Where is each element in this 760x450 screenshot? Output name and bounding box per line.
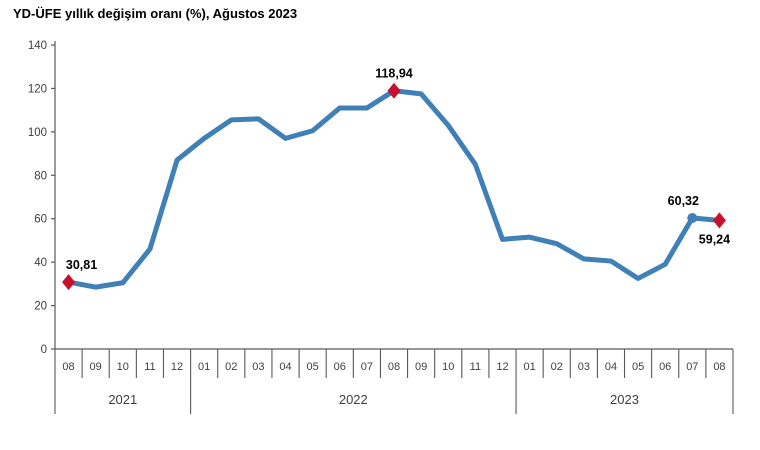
month-label: 04 xyxy=(279,361,291,373)
month-label: 12 xyxy=(496,361,508,373)
month-label: 09 xyxy=(90,361,102,373)
y-tick-label: 120 xyxy=(28,83,47,95)
chart-title: YD-ÜFE yıllık değişim oranı (%), Ağustos… xyxy=(13,6,298,21)
data-label: 59,24 xyxy=(699,232,730,246)
month-label: 07 xyxy=(686,361,698,373)
month-label: 08 xyxy=(62,361,74,373)
month-label: 03 xyxy=(578,361,590,373)
month-label: 10 xyxy=(117,361,129,373)
y-tick-label: 20 xyxy=(34,301,47,313)
marker-dot-icon xyxy=(687,213,698,224)
month-label: 09 xyxy=(415,361,427,373)
month-label: 06 xyxy=(334,361,346,373)
month-label: 10 xyxy=(442,361,454,373)
month-label: 07 xyxy=(361,361,373,373)
month-label: 02 xyxy=(225,361,237,373)
data-label: 30,81 xyxy=(66,258,97,272)
y-tick-label: 80 xyxy=(34,170,47,182)
marker-diamond-icon xyxy=(712,212,726,229)
month-label: 01 xyxy=(198,361,210,373)
y-tick-label: 140 xyxy=(28,40,47,52)
month-label: 01 xyxy=(523,361,535,373)
year-label: 2021 xyxy=(108,392,137,407)
y-tick-label: 100 xyxy=(28,127,47,139)
year-label: 2023 xyxy=(610,392,639,407)
month-label: 05 xyxy=(307,361,319,373)
series-line xyxy=(66,88,722,290)
month-label: 03 xyxy=(252,361,264,373)
month-label: 02 xyxy=(551,361,563,373)
month-label: 12 xyxy=(171,361,183,373)
y-tick-label: 0 xyxy=(41,344,47,356)
month-label: 11 xyxy=(144,361,155,373)
month-label: 05 xyxy=(632,361,644,373)
month-label: 08 xyxy=(388,361,400,373)
year-label: 2022 xyxy=(339,392,368,407)
data-label: 60,32 xyxy=(668,194,699,208)
marker-diamond-icon xyxy=(387,82,401,99)
data-label: 118,94 xyxy=(375,67,413,81)
month-label: 11 xyxy=(470,361,481,373)
marker-diamond-icon xyxy=(62,274,76,291)
y-tick-label: 60 xyxy=(34,214,47,226)
month-label: 06 xyxy=(659,361,671,373)
month-label: 04 xyxy=(605,361,617,373)
y-tick-label: 40 xyxy=(34,257,47,269)
month-label: 08 xyxy=(713,361,725,373)
